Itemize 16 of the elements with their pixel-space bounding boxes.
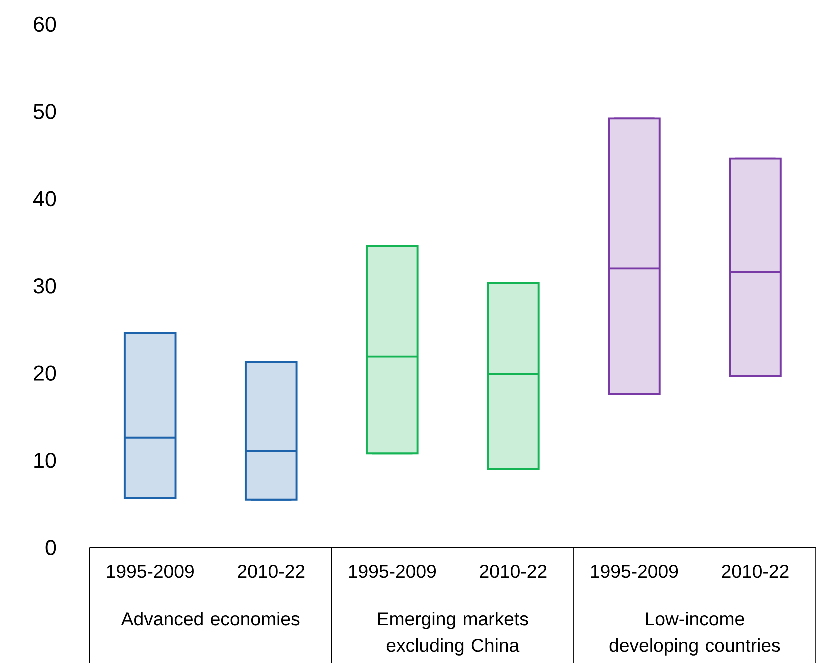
y-tick-label: 60 [34,16,56,32]
x-tick-label: 1995-2009 [107,564,194,578]
y-tick-label: 40 [33,191,56,206]
text: Emerging markets excluding China [378,612,528,656]
text: Low-income developing countries [610,612,780,656]
y-tick-label: 20 [34,366,56,381]
y-tick-label: 10 [34,452,56,468]
x-tick-label: 2010-22 [238,564,305,578]
x-tick-label: 2010-22 [480,564,547,578]
y-tick-label: 50 [34,104,56,120]
y-tick-label: 30 [34,278,56,294]
x-tick-label: 1995-2009 [591,564,678,578]
x-tick-label: 2010-22 [722,564,789,578]
text: Advanced economies [121,612,300,626]
y-tick-label: 0 [46,540,56,556]
x-tick-label: 1995-2009 [349,564,436,578]
